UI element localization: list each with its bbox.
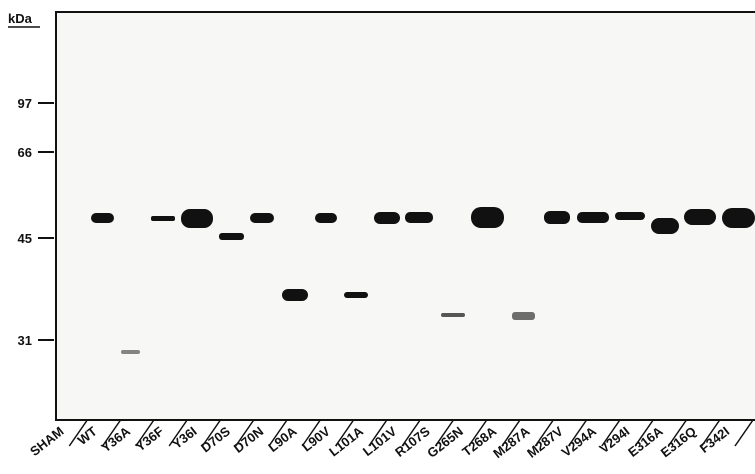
band — [374, 212, 400, 224]
marker-label: 31 — [18, 333, 32, 348]
band — [722, 208, 755, 228]
band — [91, 213, 114, 223]
marker-label: 45 — [18, 231, 32, 246]
band — [219, 233, 244, 240]
marker-label: 97 — [18, 96, 32, 111]
band — [471, 207, 504, 228]
lane-label: E316A — [625, 423, 666, 460]
band — [441, 313, 465, 317]
lane-label: M287A — [490, 423, 533, 461]
lane-label: SHAM — [27, 424, 66, 459]
lane-label: L101V — [360, 423, 400, 459]
band — [651, 218, 679, 234]
marker-label: 66 — [18, 145, 32, 160]
lane-label: M287V — [524, 423, 566, 460]
band — [405, 212, 433, 223]
lane-label: V294A — [559, 423, 600, 460]
band — [344, 292, 368, 298]
lane-label: L90A — [265, 423, 300, 455]
lane-label: E316Q — [658, 424, 699, 461]
band — [181, 209, 213, 228]
lane-label: L101A — [326, 423, 366, 459]
blot-figure: kDa 97664531SHAMWTY36AY36FY36ID70SD70NL9… — [0, 0, 755, 474]
band — [250, 213, 274, 223]
band — [315, 213, 337, 223]
band — [684, 209, 716, 225]
band — [577, 212, 609, 223]
band — [282, 289, 308, 301]
unit-label: kDa — [8, 11, 33, 26]
band — [151, 216, 175, 221]
band — [121, 350, 140, 354]
band — [615, 212, 645, 220]
band — [512, 312, 535, 320]
band — [544, 211, 570, 224]
lane-label: G265N — [424, 424, 466, 461]
lane-divider — [735, 420, 753, 446]
lane-label: Y36I — [169, 424, 199, 452]
lane-label: Y36F — [133, 424, 167, 455]
lane-label: WT — [75, 424, 100, 448]
lane-label: R107S — [392, 423, 433, 459]
